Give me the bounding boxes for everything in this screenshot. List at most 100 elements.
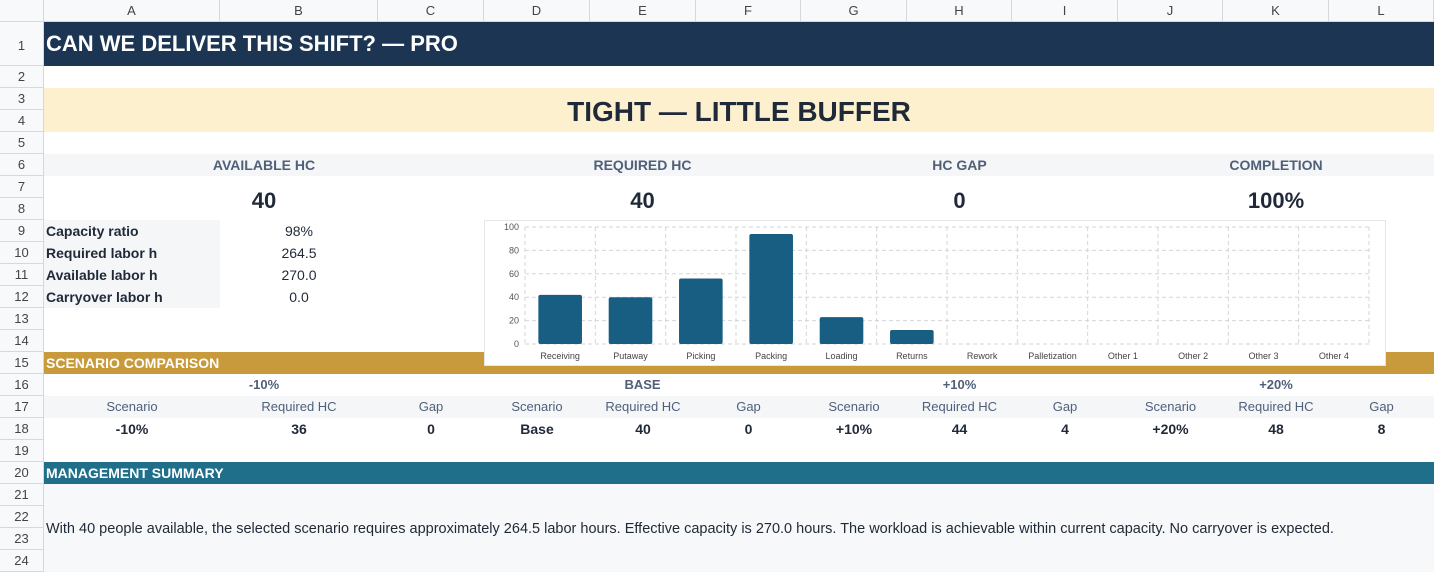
- row-header-10[interactable]: 10: [0, 242, 44, 264]
- row-header-11[interactable]: 11: [0, 264, 44, 286]
- scenario-base-required[interactable]: 40: [635, 421, 651, 437]
- scenario-header-required-hc[interactable]: Required HC: [605, 399, 681, 414]
- summary-background: [44, 484, 1434, 572]
- column-header-h[interactable]: H: [907, 0, 1012, 22]
- metric-available-labor-label[interactable]: Available labor h: [44, 264, 220, 286]
- kpi-completion-label[interactable]: COMPLETION: [1229, 157, 1323, 173]
- column-header-l[interactable]: L: [1329, 0, 1434, 22]
- column-header-j[interactable]: J: [1118, 0, 1223, 22]
- row-header-9[interactable]: 9: [0, 220, 44, 242]
- scenario-header-scenario[interactable]: Scenario: [828, 399, 880, 414]
- row-header-12[interactable]: 12: [0, 286, 44, 308]
- column-header-k[interactable]: K: [1223, 0, 1329, 22]
- scenario-minus10-required[interactable]: 36: [291, 421, 307, 437]
- row-header-7[interactable]: 7: [0, 176, 44, 198]
- workload-bar-chart[interactable]: 0 20 40 60 80 100 Receiving Putaway Picking Packi…: [484, 220, 1386, 366]
- scenario-subheader-band: [44, 396, 1434, 418]
- scenario-group-plus10[interactable]: +10%: [942, 377, 977, 392]
- scenario-plus20-gap[interactable]: 8: [1377, 421, 1386, 437]
- scenario-header-gap[interactable]: Gap: [418, 399, 444, 414]
- scenario-header-gap[interactable]: Gap: [1369, 399, 1394, 414]
- sheet-title[interactable]: CAN WE DELIVER THIS SHIFT? — PRO: [44, 22, 1434, 66]
- scenario-plus10-gap[interactable]: 4: [1061, 421, 1069, 437]
- kpi-completion-value[interactable]: 100%: [1247, 188, 1305, 213]
- column-header-b[interactable]: B: [220, 0, 378, 22]
- scenario-plus20-required[interactable]: 48: [1268, 421, 1284, 437]
- metric-capacity-ratio-label[interactable]: Capacity ratio: [44, 220, 220, 242]
- row-header-17[interactable]: 17: [0, 396, 44, 418]
- kpi-available-hc-label[interactable]: AVAILABLE HC: [212, 157, 316, 173]
- column-header-i[interactable]: I: [1012, 0, 1118, 22]
- column-header-e[interactable]: E: [590, 0, 696, 22]
- scenario-plus10-name[interactable]: +10%: [835, 421, 873, 437]
- metric-carryover-labor-label[interactable]: Carryover labor h: [44, 286, 220, 308]
- metric-capacity-ratio-value[interactable]: 98%: [284, 223, 314, 239]
- column-header-a[interactable]: A: [44, 0, 220, 22]
- column-header-d[interactable]: D: [484, 0, 590, 22]
- scenario-group-minus10[interactable]: -10%: [248, 377, 280, 392]
- metric-carryover-labor-value[interactable]: 0.0: [289, 289, 309, 305]
- chart-x-tick-label: Other 2: [1178, 351, 1208, 361]
- row-header-22[interactable]: 22: [0, 506, 44, 528]
- chart-y-tick-label: 60: [509, 269, 519, 279]
- row-header-4[interactable]: 4: [0, 110, 44, 132]
- row-header-20[interactable]: 20: [0, 462, 44, 484]
- row-header-3[interactable]: 3: [0, 88, 44, 110]
- chart-x-tick-label: Palletization: [1028, 351, 1077, 361]
- row-header-18[interactable]: 18: [0, 418, 44, 440]
- row-header-5[interactable]: 5: [0, 132, 44, 154]
- chart-x-tick-label: Putaway: [613, 351, 648, 361]
- chart-y-tick-label: 40: [509, 292, 519, 302]
- scenario-header-scenario[interactable]: Scenario: [106, 399, 158, 414]
- chart-x-tick-label: Picking: [686, 351, 715, 361]
- scenario-base-name[interactable]: Base: [520, 421, 554, 437]
- row-header-1[interactable]: 1: [0, 22, 44, 66]
- scenario-header-required-hc[interactable]: Required HC: [1238, 399, 1314, 414]
- scenario-header-gap[interactable]: Gap: [736, 399, 761, 414]
- metric-required-labor-value[interactable]: 264.5: [281, 245, 317, 261]
- metric-available-labor-value[interactable]: 270.0: [281, 267, 317, 283]
- scenario-group-base[interactable]: BASE: [624, 377, 661, 392]
- scenario-plus20-name[interactable]: +20%: [1152, 421, 1189, 437]
- row-header-8[interactable]: 8: [0, 198, 44, 220]
- management-summary-text[interactable]: With 40 people available, the selected s…: [46, 521, 1334, 537]
- kpi-hc-gap-value[interactable]: 0: [953, 188, 966, 213]
- scenario-header-required-hc[interactable]: Required HC: [921, 399, 998, 414]
- scenario-group-plus20[interactable]: +20%: [1259, 377, 1293, 392]
- scenario-header-gap[interactable]: Gap: [1052, 399, 1078, 414]
- row-header-24[interactable]: 24: [0, 550, 44, 572]
- metric-required-labor-label[interactable]: Required labor h: [44, 242, 220, 264]
- kpi-required-hc-label[interactable]: REQUIRED HC: [593, 157, 692, 173]
- status-banner[interactable]: TIGHT — LITTLE BUFFER: [44, 88, 1434, 132]
- kpi-required-hc-value[interactable]: 40: [630, 188, 655, 213]
- chart-bar: [538, 294, 582, 344]
- scenario-minus10-gap[interactable]: 0: [427, 421, 435, 437]
- chart-y-tick-label: 20: [509, 316, 519, 326]
- scenario-header-required-hc[interactable]: Required HC: [261, 399, 337, 414]
- column-header-g[interactable]: G: [801, 0, 907, 22]
- row-header-21[interactable]: 21: [0, 484, 44, 506]
- row-header-6[interactable]: 6: [0, 154, 44, 176]
- scenario-header-scenario[interactable]: Scenario: [511, 399, 563, 414]
- scenario-header-scenario[interactable]: Scenario: [1144, 399, 1197, 414]
- kpi-available-hc-value[interactable]: 40: [251, 188, 277, 213]
- row-header-2[interactable]: 2: [0, 66, 44, 88]
- row-header-13[interactable]: 13: [0, 308, 44, 330]
- chart-bar: [679, 278, 723, 344]
- row-header-19[interactable]: 19: [0, 440, 44, 462]
- scenario-minus10-name[interactable]: -10%: [115, 421, 149, 437]
- column-header-c[interactable]: C: [378, 0, 484, 22]
- row-header-23[interactable]: 23: [0, 528, 44, 550]
- scenario-plus10-required[interactable]: 44: [951, 421, 968, 437]
- chart-bar: [608, 297, 653, 344]
- chart-y-tick-label: 0: [514, 339, 519, 349]
- select-all-corner[interactable]: [0, 0, 44, 22]
- row-header-16[interactable]: 16: [0, 374, 44, 396]
- row-header-15[interactable]: 15: [0, 352, 44, 374]
- management-summary-header[interactable]: MANAGEMENT SUMMARY: [44, 462, 1434, 484]
- row-header-14[interactable]: 14: [0, 330, 44, 352]
- kpi-hc-gap-label[interactable]: HC GAP: [932, 157, 987, 173]
- column-header-f[interactable]: F: [696, 0, 801, 22]
- scenario-base-gap[interactable]: 0: [744, 421, 753, 437]
- chart-y-tick-label: 80: [509, 245, 519, 255]
